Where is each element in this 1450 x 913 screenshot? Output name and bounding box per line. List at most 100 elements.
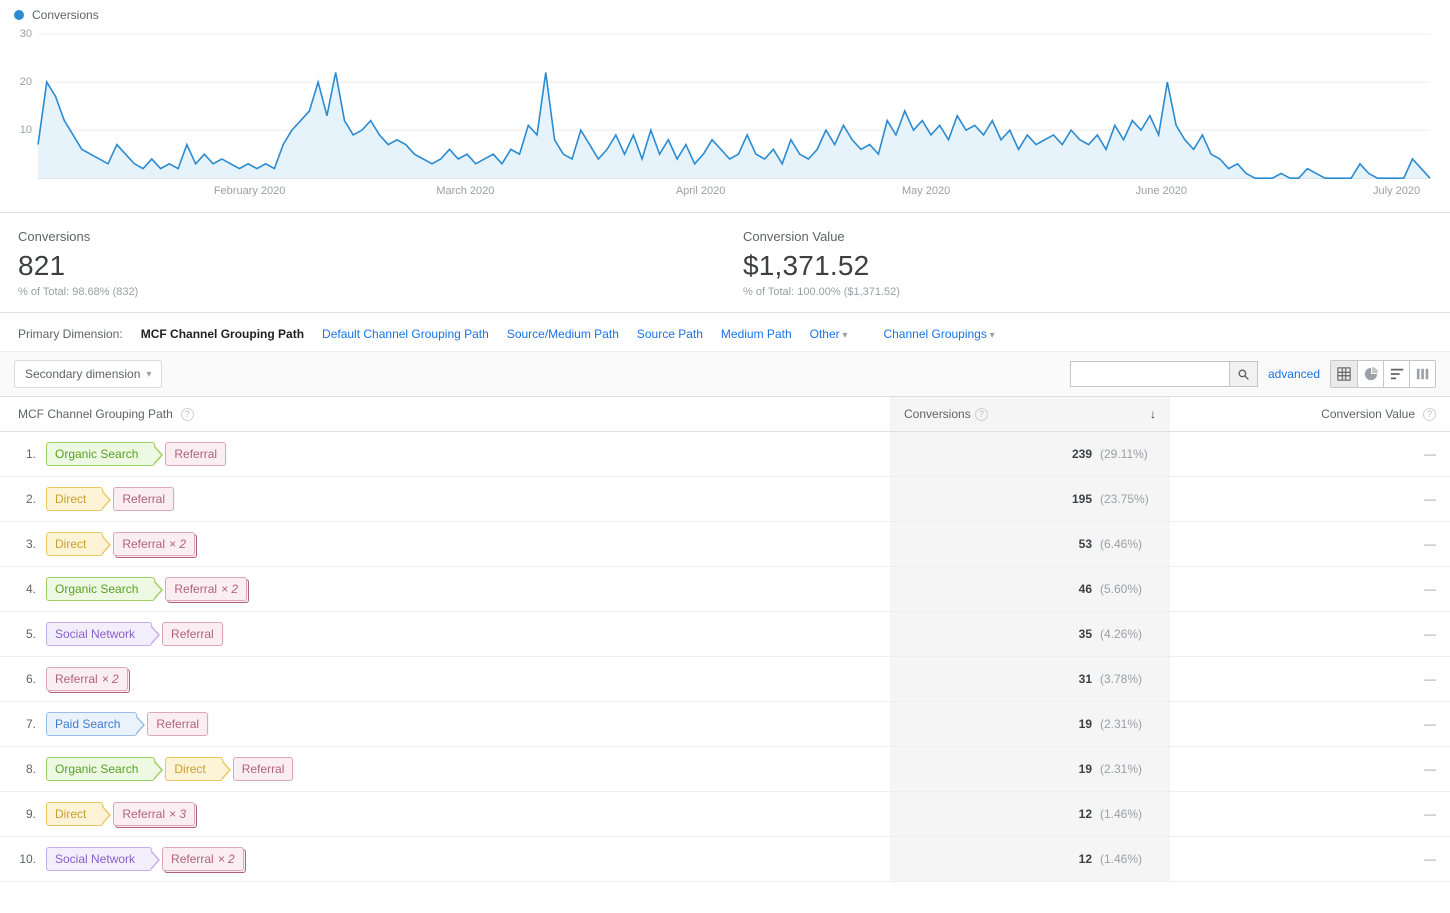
row-number: 7. (18, 717, 36, 731)
channel-chip-referral[interactable]: Referral× 3 (113, 802, 195, 826)
primary-dimension-tab[interactable]: Source Path (637, 327, 703, 341)
path-chips: Social Network Referral (46, 622, 223, 646)
channel-chip-referral[interactable]: Referral× 2 (162, 847, 244, 871)
channel-groupings-dropdown[interactable]: Channel Groupings (883, 327, 994, 341)
view-table-button[interactable] (1331, 361, 1357, 387)
table-row[interactable]: 9.DirectReferral× 312(1.46%)— (0, 792, 1450, 837)
table-row[interactable]: 6.Referral× 231(3.78%)— (0, 657, 1450, 702)
table-row[interactable]: 5.Social NetworkReferral35(4.26%)— (0, 612, 1450, 657)
primary-dimension-tab[interactable]: Other (810, 327, 848, 341)
svg-text:June 2020: June 2020 (1136, 185, 1187, 197)
table-row[interactable]: 8.Organic SearchDirectReferral19(2.31%)— (0, 747, 1450, 792)
help-icon[interactable]: ? (181, 408, 194, 421)
row-number: 6. (18, 672, 36, 686)
channel-chip-organic[interactable]: Organic Search (46, 757, 155, 781)
cell-conversion-value: — (1170, 657, 1450, 701)
cell-conversion-value: — (1170, 612, 1450, 656)
chart-legend: Conversions (0, 0, 1450, 26)
channel-chip-referral[interactable]: Referral (147, 712, 208, 736)
table-row[interactable]: 10.Social NetworkReferral× 212(1.46%)— (0, 837, 1450, 882)
sort-desc-icon: ↓ (1150, 407, 1156, 421)
path-chips: Direct Referral× 2 (46, 532, 195, 556)
col-header-value[interactable]: Conversion Value ? (1170, 397, 1450, 431)
row-number: 10. (18, 852, 36, 866)
channel-chip-referral[interactable]: Referral× 2 (46, 667, 128, 691)
view-pie-button[interactable] (1357, 361, 1383, 387)
path-chips: Direct Referral× 3 (46, 802, 195, 826)
metric-conversions: Conversions 821 % of Total: 98.68% (832) (0, 213, 725, 312)
secondary-dimension-dropdown[interactable]: Secondary dimension ▾ (14, 360, 162, 388)
conversions-percent: (2.31%) (1100, 762, 1156, 776)
row-number: 5. (18, 627, 36, 641)
primary-dimension-label: Primary Dimension: (18, 327, 123, 341)
search-button[interactable] (1230, 361, 1258, 387)
primary-dimension-tab[interactable]: Source/Medium Path (507, 327, 619, 341)
channel-chip-referral[interactable]: Referral (233, 757, 294, 781)
advanced-filter-link[interactable]: advanced (1268, 367, 1320, 381)
cell-conversions: 19(2.31%) (890, 702, 1170, 746)
table-header: MCF Channel Grouping Path ? Conversions … (0, 397, 1450, 432)
channel-chip-organic[interactable]: Organic Search (46, 442, 155, 466)
conversions-count: 239 (1072, 447, 1092, 461)
cell-path: 5. Social Network Referral (0, 612, 890, 656)
svg-text:February 2020: February 2020 (214, 185, 286, 197)
channel-chip-direct[interactable]: Direct (46, 802, 103, 826)
view-columns-button[interactable] (1409, 361, 1435, 387)
cell-path: 1.Organic SearchReferral (0, 432, 890, 476)
conversions-count: 195 (1072, 492, 1092, 506)
chevron-down-icon: ▾ (146, 369, 151, 380)
primary-dimension-tab[interactable]: Default Channel Grouping Path (322, 327, 489, 341)
channel-chip-referral[interactable]: Referral (165, 442, 226, 466)
conversions-percent: (1.46%) (1100, 852, 1156, 866)
chip-multiplier: × 2 (218, 852, 235, 866)
table-row[interactable]: 1.Organic SearchReferral239(29.11%)— (0, 432, 1450, 477)
cell-conversions: 53(6.46%) (890, 522, 1170, 566)
cell-conversion-value: — (1170, 432, 1450, 476)
help-icon[interactable]: ? (1423, 408, 1436, 421)
cell-conversions: 195(23.75%) (890, 477, 1170, 521)
col-header-path[interactable]: MCF Channel Grouping Path ? (0, 397, 890, 431)
col-header-conversions[interactable]: Conversions ? ↓ (890, 397, 1170, 431)
channel-chip-direct[interactable]: Direct (165, 757, 222, 781)
channel-chip-direct[interactable]: Direct (46, 487, 103, 511)
row-number: 2. (18, 492, 36, 506)
primary-dimension-bar: Primary Dimension: MCF Channel Grouping … (0, 313, 1450, 352)
conversions-percent: (5.60%) (1100, 582, 1156, 596)
cell-conversion-value: — (1170, 567, 1450, 611)
columns-icon (1416, 367, 1430, 381)
search-input[interactable] (1070, 361, 1230, 387)
channel-chip-social[interactable]: Social Network (46, 622, 152, 646)
table-row[interactable]: 7.Paid SearchReferral19(2.31%)— (0, 702, 1450, 747)
metric-label: Conversion Value (743, 229, 1432, 244)
cell-conversion-value: — (1170, 522, 1450, 566)
conversions-count: 12 (1079, 852, 1092, 866)
channel-chip-direct[interactable]: Direct (46, 532, 103, 556)
channel-chip-referral[interactable]: Referral× 2 (113, 532, 195, 556)
cell-path: 2. Direct Referral (0, 477, 890, 521)
cell-conversions: 12(1.46%) (890, 792, 1170, 836)
svg-text:March 2020: March 2020 (436, 185, 494, 197)
cell-conversion-value: — (1170, 747, 1450, 791)
table-row[interactable]: 4.Organic SearchReferral× 246(5.60%)— (0, 567, 1450, 612)
cell-conversions: 239(29.11%) (890, 432, 1170, 476)
table-icon (1337, 367, 1351, 381)
cell-conversions: 46(5.60%) (890, 567, 1170, 611)
primary-dimension-tab[interactable]: MCF Channel Grouping Path (141, 327, 304, 341)
channel-chip-referral[interactable]: Referral× 2 (165, 577, 247, 601)
help-icon[interactable]: ? (975, 408, 988, 421)
conversions-percent: (3.78%) (1100, 672, 1156, 686)
view-bars-button[interactable] (1383, 361, 1409, 387)
right-controls: advanced (1070, 360, 1436, 388)
cell-path: 4.Organic SearchReferral× 2 (0, 567, 890, 611)
table-row[interactable]: 2.DirectReferral195(23.75%)— (0, 477, 1450, 522)
channel-chip-organic[interactable]: Organic Search (46, 577, 155, 601)
channel-chip-social[interactable]: Social Network (46, 847, 152, 871)
svg-text:July 2020: July 2020 (1373, 185, 1420, 197)
cell-path: 9.DirectReferral× 3 (0, 792, 890, 836)
primary-dimension-tab[interactable]: Medium Path (721, 327, 792, 341)
channel-chip-paid[interactable]: Paid Search (46, 712, 137, 736)
channel-chip-referral[interactable]: Referral (113, 487, 174, 511)
table-row[interactable]: 3.DirectReferral× 253(6.46%)— (0, 522, 1450, 567)
channel-chip-referral[interactable]: Referral (162, 622, 223, 646)
conversions-count: 35 (1079, 627, 1092, 641)
